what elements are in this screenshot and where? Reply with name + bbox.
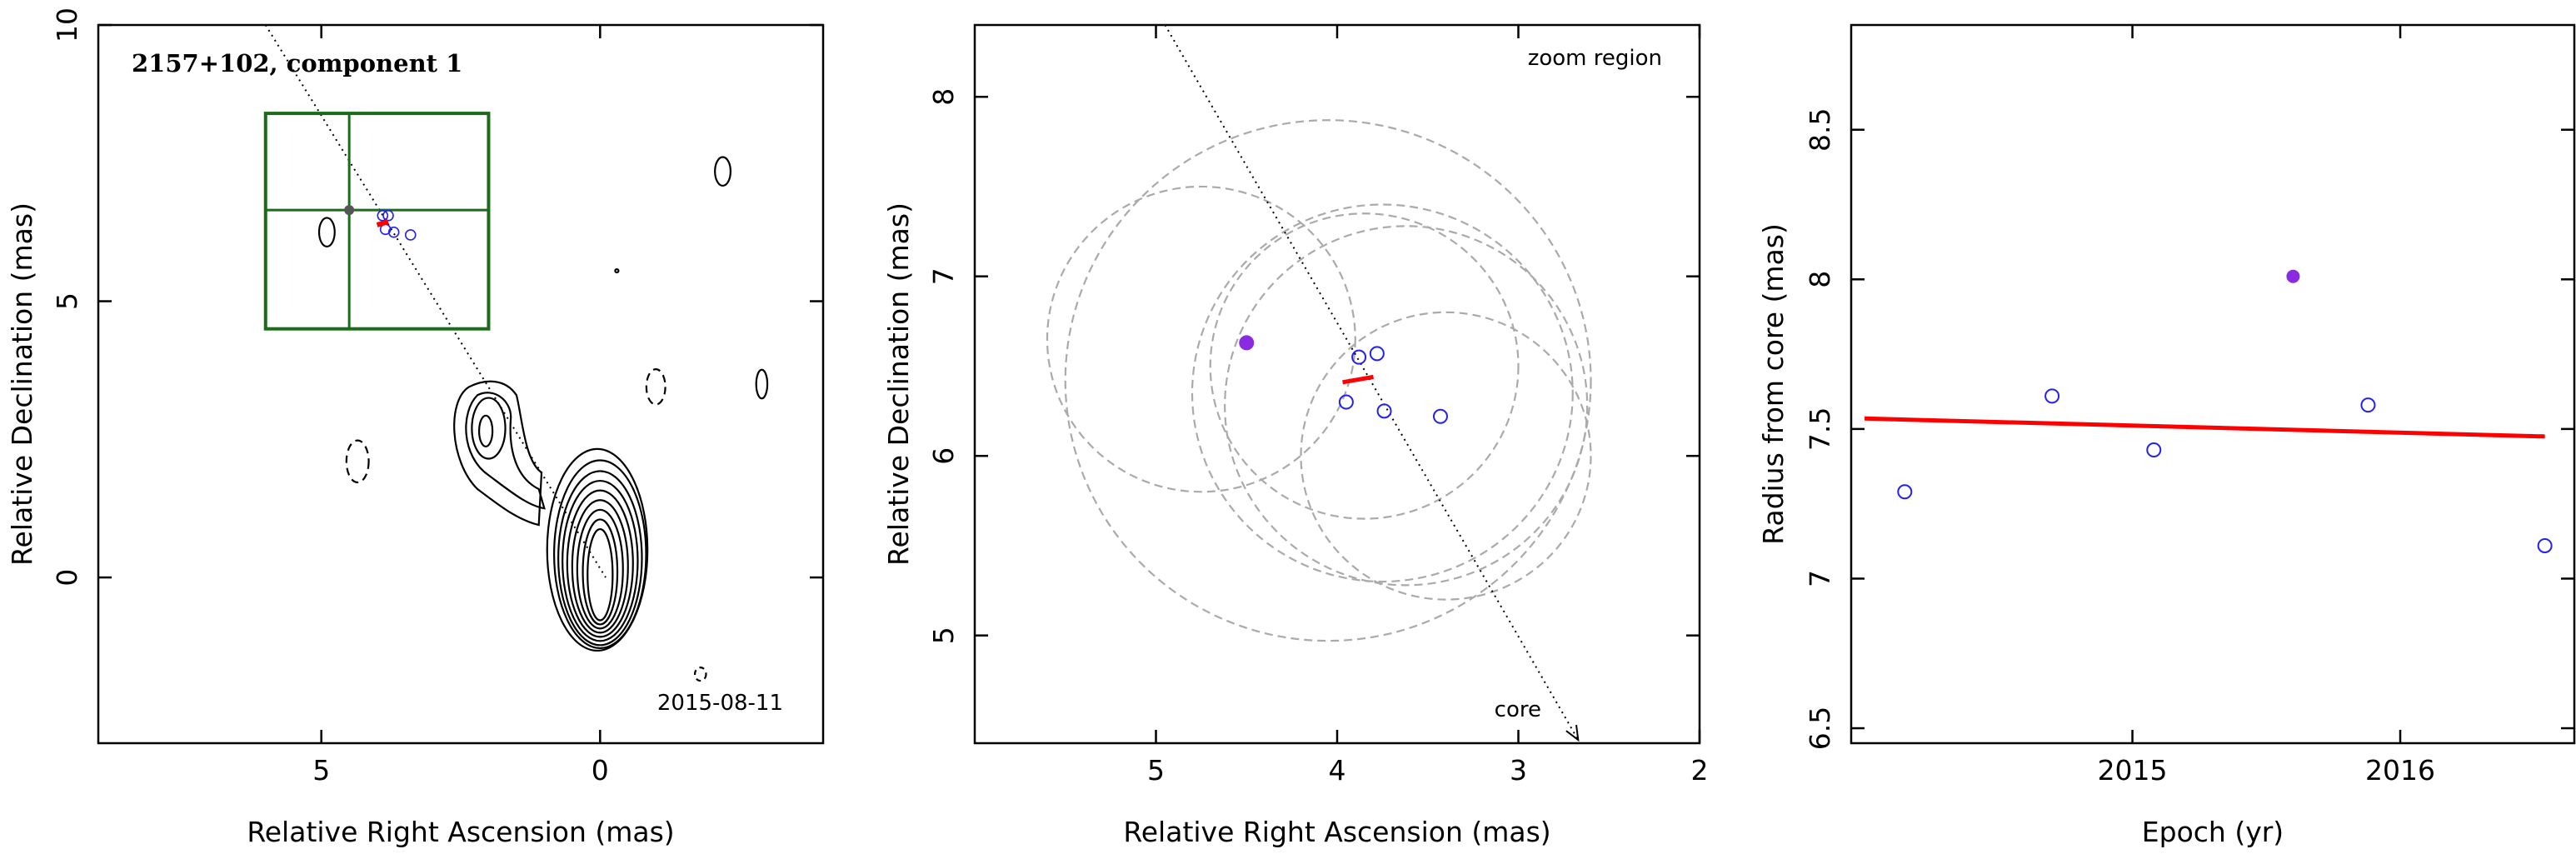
core-contour <box>552 459 647 650</box>
y-axis-label: Relative Declination (mas) <box>882 202 915 566</box>
data-point <box>2360 397 2376 413</box>
knot-contour <box>471 397 507 460</box>
axis-ticks: 5 4 3 2 5 6 7 8 <box>927 25 1709 787</box>
negative-contour <box>345 439 370 484</box>
data-point <box>1351 349 1367 365</box>
y-tick-label: 10 <box>51 7 83 42</box>
x-axis-label: Relative Right Ascension (mas) <box>247 816 674 848</box>
axis-ticks: 2015 2016 6.5 7 7.5 8 8.5 <box>1804 25 2574 787</box>
blob-contour <box>714 156 732 187</box>
y-tick-label: 7 <box>1804 570 1836 587</box>
core-arrow-head <box>1565 725 1580 742</box>
jet-contour <box>465 392 546 510</box>
blob-contour <box>755 368 769 400</box>
plot-frame <box>97 23 825 745</box>
y-tick-label: 0 <box>51 569 83 587</box>
fit-segment <box>1342 374 1374 385</box>
x-tick-label: 0 <box>592 754 609 787</box>
fit-line <box>1865 416 2545 439</box>
panel-jet-map-marks <box>263 25 607 578</box>
beam-circle <box>1300 311 1592 601</box>
fit-segment <box>376 219 389 227</box>
x-tick-label: 2016 <box>2365 754 2435 787</box>
x-tick-label: 4 <box>1329 754 1346 787</box>
component-point <box>404 229 417 241</box>
y-tick-label: 6.5 <box>1804 707 1836 750</box>
noise-contour <box>614 267 620 274</box>
beam-circle <box>1046 185 1356 493</box>
x-axis-label: Relative Right Ascension (mas) <box>1123 816 1550 848</box>
core-contour <box>571 499 629 634</box>
beam-circle <box>1209 212 1520 520</box>
jet-contours <box>317 156 769 682</box>
blob-contour <box>317 217 336 247</box>
jet-contour <box>453 380 543 527</box>
panel-zoom-region: 5 4 3 2 5 6 7 8 zoom region core Relative Right… <box>882 23 1709 848</box>
core-contour <box>587 527 614 622</box>
x-tick-label: 5 <box>1147 754 1165 787</box>
y-axis-label: Radius from core (mas) <box>1757 223 1790 545</box>
beam-circle <box>1224 225 1589 587</box>
axis-ticks: 5 0 0 5 10 <box>51 7 823 787</box>
trajectory-line <box>264 25 607 578</box>
negative-contour <box>693 667 707 682</box>
y-tick-label: 6 <box>927 447 960 465</box>
y-tick-label: 8 <box>927 88 960 106</box>
x-axis-label: Epoch (yr) <box>2142 816 2284 848</box>
core-contour <box>582 518 619 626</box>
zoom-region-annotation: zoom region <box>1528 46 1662 71</box>
y-axis-label: Relative Declination (mas) <box>6 202 38 566</box>
core-contour <box>557 470 643 647</box>
highlighted-point <box>2286 269 2300 283</box>
y-tick-label: 5 <box>927 627 960 644</box>
data-point <box>1338 394 1354 410</box>
highlighted-point <box>1239 335 1255 351</box>
data-point <box>1432 408 1448 424</box>
zoom-region-box <box>263 112 491 331</box>
data-point <box>1369 346 1385 362</box>
data-point <box>2537 537 2553 553</box>
core-contour <box>576 508 624 630</box>
panel-radius-marks <box>1865 269 2553 553</box>
data-point <box>1897 484 1913 500</box>
core-contour <box>566 489 634 638</box>
panel-zoom-marks <box>1046 25 1592 742</box>
x-tick-label: 2 <box>1691 754 1709 787</box>
core-annotation: core <box>1495 697 1541 722</box>
knot-contour <box>477 414 494 448</box>
crosshair-center <box>344 205 355 216</box>
x-tick-label: 5 <box>312 754 330 787</box>
core-contour <box>546 447 649 652</box>
y-tick-label: 8 <box>1804 271 1836 288</box>
component-point <box>377 209 389 222</box>
core-contour <box>562 479 639 642</box>
y-tick-label: 7 <box>927 267 960 285</box>
x-tick-label: 3 <box>1510 754 1527 787</box>
beam-circle <box>1064 119 1592 642</box>
y-tick-label: 7.5 <box>1804 407 1836 451</box>
epoch-annotation: 2015-08-11 <box>657 691 783 716</box>
panel-radius-vs-epoch: 2015 2016 6.5 7 7.5 8 8.5 Epoch (yr) Radius fr… <box>1757 23 2576 848</box>
negative-contour <box>645 367 666 406</box>
data-point <box>2146 442 2162 458</box>
x-tick-label: 2015 <box>2098 754 2168 787</box>
component-point <box>382 209 394 222</box>
panel-title: 2157+102, component 1 <box>132 49 462 77</box>
data-point <box>2044 388 2060 404</box>
plot-frame <box>1850 23 2576 745</box>
y-tick-label: 8.5 <box>1804 107 1836 151</box>
y-tick-label: 5 <box>51 292 83 310</box>
component-point <box>387 226 400 238</box>
data-point <box>1376 403 1392 419</box>
beam-circle <box>1191 203 1574 583</box>
